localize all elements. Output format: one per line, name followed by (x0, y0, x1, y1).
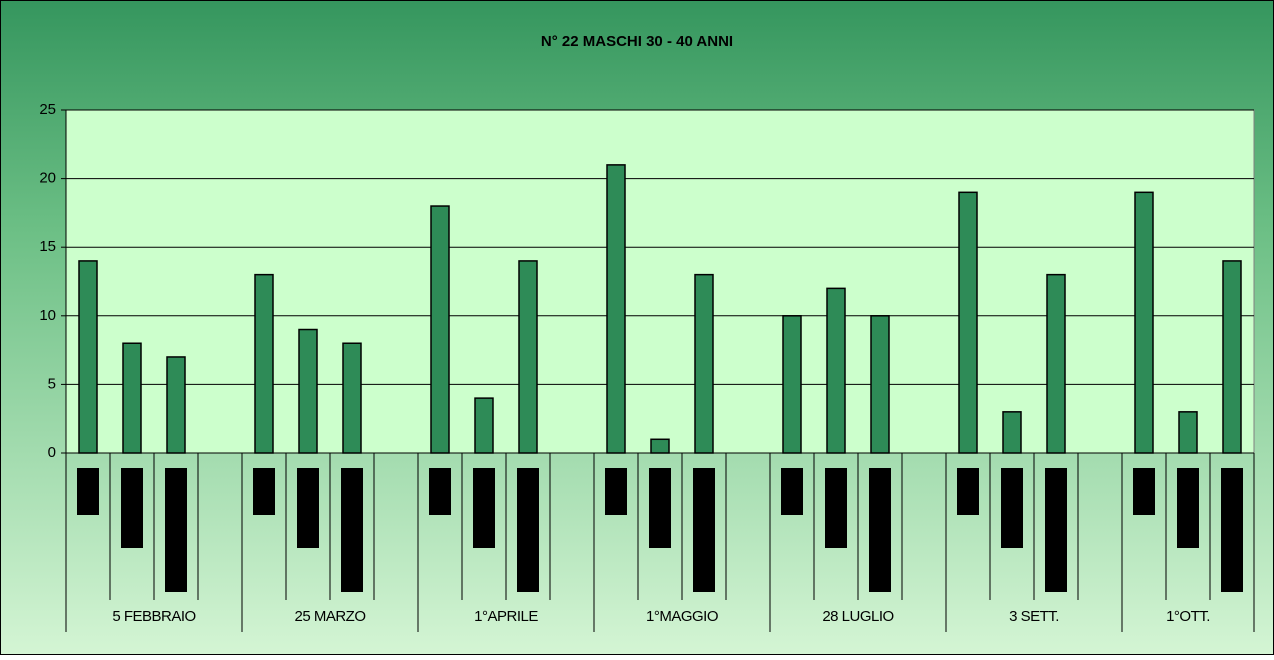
bar (1178, 411, 1198, 454)
bar (430, 205, 450, 454)
y-tick-label: 20 (39, 170, 56, 187)
axis-key (605, 468, 627, 515)
axis-key (297, 468, 319, 548)
x-tick-label: 1°APRILE (474, 608, 538, 625)
y-tick-label: 15 (39, 238, 56, 255)
bar (1002, 411, 1022, 454)
y-tick-label: 0 (48, 444, 56, 461)
axis-key (825, 468, 847, 548)
y-tick-label: 5 (48, 375, 56, 392)
y-tick-label: 10 (39, 307, 56, 324)
bar (1046, 273, 1066, 454)
axis-key (869, 468, 891, 592)
axis-key (1221, 468, 1243, 592)
bar (78, 260, 98, 454)
axis-key (1177, 468, 1199, 548)
bar (694, 273, 714, 454)
bar (298, 328, 318, 454)
axis-key (429, 468, 451, 515)
axis-key (1001, 468, 1023, 548)
axis-key (693, 468, 715, 592)
x-tick-label: 1°MAGGIO (646, 608, 718, 625)
axis-key (781, 468, 803, 515)
bar (342, 342, 362, 454)
chart-title: N° 22 MASCHI 30 - 40 ANNI (541, 33, 733, 50)
x-tick-label: 28 LUGLIO (822, 608, 893, 625)
x-tick-label: 25 MARZO (294, 608, 365, 625)
axis-key (473, 468, 495, 548)
x-tick-label: 3 SETT. (1009, 608, 1059, 625)
axis-key (77, 468, 99, 515)
axis-key (1045, 468, 1067, 592)
plot-area (65, 109, 1255, 454)
bar (782, 315, 802, 454)
bar (1134, 191, 1154, 454)
x-tick-label: 1°OTT. (1166, 608, 1210, 625)
bar (958, 191, 978, 454)
bar (826, 287, 846, 454)
axis-key (517, 468, 539, 592)
bar (650, 438, 670, 454)
axis-key (121, 468, 143, 548)
axis-key (165, 468, 187, 592)
bar (1222, 260, 1242, 454)
bar (254, 273, 274, 454)
bar (474, 397, 494, 454)
axis-key (1133, 468, 1155, 515)
axis-key (957, 468, 979, 515)
bar (166, 356, 186, 454)
axis-key (253, 468, 275, 515)
axis-key (649, 468, 671, 548)
bar (122, 342, 142, 454)
axis-key (341, 468, 363, 592)
y-tick-label: 25 (39, 101, 56, 118)
bar (870, 315, 890, 454)
bar (518, 260, 538, 454)
bar (606, 164, 626, 454)
x-tick-label: 5 FEBBRAIO (112, 608, 195, 625)
